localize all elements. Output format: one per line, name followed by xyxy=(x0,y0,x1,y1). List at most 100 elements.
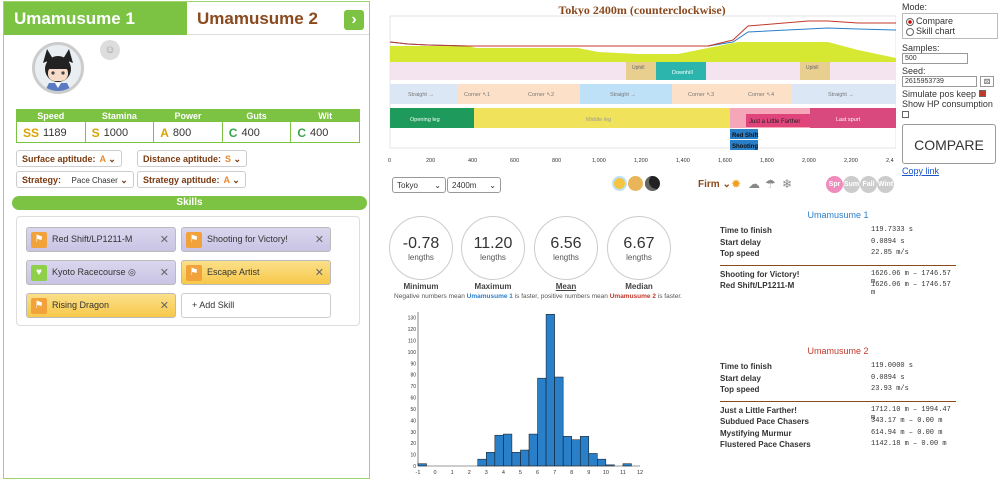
summary-label: Minimum xyxy=(403,282,439,291)
skill-icon: ⚑ xyxy=(186,265,202,281)
section-label: Straight → xyxy=(408,92,434,98)
compare-button[interactable]: COMPARE xyxy=(902,124,996,164)
close-icon[interactable]: ✕ xyxy=(314,267,324,279)
stats-panel: Speed SS 1189 Stamina S 1000 Power A 800 Guts C… xyxy=(16,109,360,143)
y-tick-label: 110 xyxy=(408,339,416,345)
wit-input[interactable]: 400 xyxy=(310,127,329,139)
x-tick-label: 12 xyxy=(637,470,643,476)
summary-minimum: -0.78 lengths xyxy=(389,216,453,280)
result-label: Start delay xyxy=(720,373,761,383)
mode-skill-chart-radio[interactable]: Skill chart xyxy=(906,26,994,36)
night-time-icon[interactable] xyxy=(645,176,660,191)
x-tick-label: 0 xyxy=(434,470,437,476)
show-hp-checkbox[interactable] xyxy=(902,111,909,118)
add-skill-button[interactable]: + Add Skill xyxy=(181,293,331,318)
mode-compare-radio[interactable]: Compare xyxy=(906,16,994,26)
power-input[interactable]: 800 xyxy=(172,127,192,139)
track-x-tick: 2,200 xyxy=(844,158,858,164)
close-icon[interactable]: ✕ xyxy=(159,267,169,279)
sun-time-icon[interactable] xyxy=(612,176,627,191)
uphill-label: Uphill xyxy=(632,65,645,71)
skill-bar-just-a-little-farther xyxy=(746,114,810,127)
skill-chip[interactable]: ⚑ Shooting for Victory! ✕ xyxy=(181,227,331,252)
stat-grade: S xyxy=(91,126,100,140)
fan-badge-icon[interactable]: ☺ xyxy=(100,40,120,60)
uphill-label: Uphill xyxy=(806,65,819,71)
x-tick-label: 5 xyxy=(519,470,522,476)
result-label: Top speed xyxy=(720,249,760,258)
x-tick-label: 10 xyxy=(603,470,609,476)
histogram-bar xyxy=(503,433,513,467)
note-text: is faster, positive numbers mean xyxy=(512,293,610,300)
x-tick-label: -1 xyxy=(416,470,421,476)
skill-chip[interactable]: ♥ Kyoto Racecourse ◎ ✕ xyxy=(26,260,176,285)
y-tick-label: 130 xyxy=(408,316,417,322)
result-skill-range: 614.94 m – 0.00 m xyxy=(871,428,943,437)
evening-time-icon[interactable] xyxy=(628,176,643,191)
ground-condition[interactable]: Firm ⌄ xyxy=(698,179,731,190)
samples-input[interactable]: 500 xyxy=(902,53,968,64)
result-value: 23.93 m/s xyxy=(871,385,909,393)
distance-select[interactable]: 2400m ⌄ xyxy=(447,177,501,193)
histogram-bar xyxy=(562,436,572,467)
result-label: Time to finish xyxy=(720,226,772,235)
result-value: 22.85 m/s xyxy=(871,249,909,257)
summary-label[interactable]: Mean xyxy=(555,282,577,291)
result-value: 0.0894 s xyxy=(871,373,905,382)
dice-icon[interactable]: ⚄ xyxy=(980,76,994,87)
mode-group: Compare Skill chart xyxy=(902,13,998,39)
seed-input[interactable]: 2615953739 xyxy=(902,76,977,87)
result-label: Time to finish xyxy=(720,362,772,371)
skill-icon: ⚑ xyxy=(31,232,47,248)
uma-portrait[interactable] xyxy=(32,42,84,94)
skill-chip[interactable]: ⚑ Red Shift/LP1211-M ✕ xyxy=(26,227,176,252)
result-skill-name: Subdued Pace Chasers xyxy=(720,417,809,426)
skill-chip[interactable]: ⚑ Rising Dragon ✕ xyxy=(26,293,176,318)
racecourse-select[interactable]: Tokyo ⌄ xyxy=(392,177,446,193)
histogram-bar xyxy=(486,452,496,467)
simulate-pos-keep-toggle[interactable]: Simulate pos keep xyxy=(902,89,998,99)
summary-unit: lengths xyxy=(408,253,434,262)
histogram-bar xyxy=(597,458,607,467)
strategy-select[interactable]: Strategy: Pace Chaser ⌄ xyxy=(16,171,134,188)
histogram-chart: -1 0 1 2 3 4 5 6 7 8 9 10 11 120102030405060708090100… xyxy=(408,312,643,476)
rainy-weather-icon[interactable]: ☂ xyxy=(765,177,776,191)
track-x-tick: 1,800 xyxy=(760,158,774,164)
season-summer-button[interactable]: Sum xyxy=(843,176,860,193)
speed-input[interactable]: 1189 xyxy=(43,127,67,139)
stat-label: Power xyxy=(154,110,222,122)
copy-link[interactable]: Copy link xyxy=(902,166,940,176)
chevron-right-icon[interactable]: › xyxy=(344,10,364,30)
sunny-weather-icon[interactable]: ✹ xyxy=(731,177,742,191)
strategy-aptitude-select[interactable]: Strategy aptitude: A ⌄ xyxy=(137,171,246,188)
skill-chip[interactable]: ⚑ Escape Artist ✕ xyxy=(181,260,331,285)
track-x-tick: 800 xyxy=(552,158,561,164)
histogram-bar xyxy=(545,314,555,467)
summary-value: 11.20 xyxy=(473,235,513,252)
distance-aptitude-select[interactable]: Distance aptitude: S ⌄ xyxy=(137,150,248,167)
season-fall-button[interactable]: Fall xyxy=(860,176,877,193)
section-corner xyxy=(732,84,792,104)
note-uma1: Umamusume 1 xyxy=(466,293,513,300)
close-icon[interactable]: ✕ xyxy=(159,234,169,246)
note-text: Negative numbers mean xyxy=(394,293,467,300)
skill-name: Red Shift/LP1211-M xyxy=(52,234,133,244)
snowy-weather-icon[interactable]: ❄ xyxy=(782,177,793,191)
season-spring-button[interactable]: Spr xyxy=(826,176,843,193)
skill-bar-label: Shooting xyxy=(732,144,758,150)
umamusume-editor-panel: Umamusume 1 Umamusume 2 › ☺ Speed SS 1189 … xyxy=(3,1,370,479)
cloudy-weather-icon[interactable]: ☁ xyxy=(748,177,760,191)
surface-aptitude-select[interactable]: Surface aptitude: A ⌄ xyxy=(16,150,122,167)
tab-umamusume-1[interactable]: Umamusume 1 xyxy=(4,2,187,35)
stat-power: Power A 800 xyxy=(154,110,223,142)
result-row: Time to finish 119.0000 s xyxy=(720,362,956,374)
x-tick-label: 3 xyxy=(485,470,488,476)
guts-input[interactable]: 400 xyxy=(241,127,260,139)
season-winter-button[interactable]: Wint xyxy=(877,176,894,193)
skill-bar-red-shift xyxy=(730,129,758,139)
stamina-input[interactable]: 1000 xyxy=(103,127,129,139)
close-icon[interactable]: ✕ xyxy=(159,300,169,312)
tab-umamusume-2[interactable]: Umamusume 2 › xyxy=(187,2,369,35)
close-icon[interactable]: ✕ xyxy=(314,234,324,246)
checkbox-checked-icon[interactable] xyxy=(978,90,986,97)
